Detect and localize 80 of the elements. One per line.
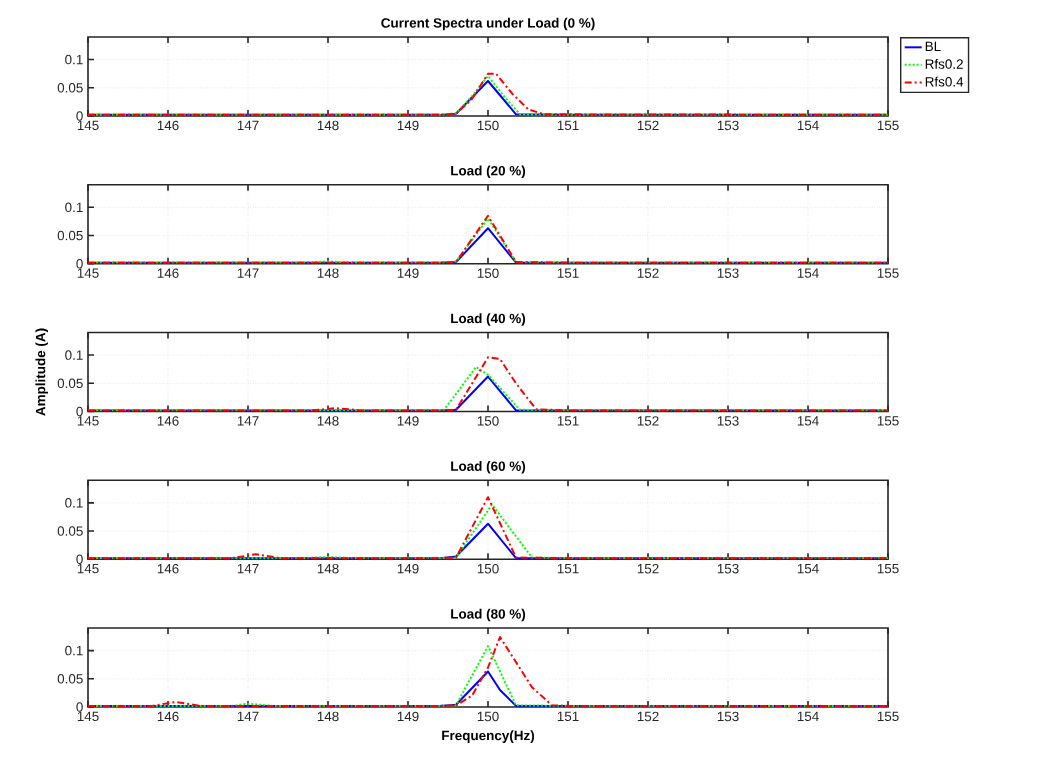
x-tick-label: 150 (477, 416, 499, 426)
y-tick-label: 0 (76, 406, 83, 417)
x-tick-label: 147 (237, 268, 259, 278)
y-axis-title: Amplitude (A) (35, 328, 48, 416)
y-tick-label: 0 (76, 554, 83, 565)
x-tick-label: 149 (397, 416, 419, 426)
y-tick-label: 0.1 (65, 54, 83, 65)
x-tick-label: 147 (237, 120, 259, 130)
x-tick-label: 154 (797, 711, 819, 722)
x-tick-label: 148 (317, 268, 339, 278)
x-tick-label: 152 (637, 120, 659, 131)
x-tick-label: 146 (157, 711, 179, 722)
x-tick-label: 154 (797, 563, 819, 574)
x-tick-label: 155 (877, 563, 899, 574)
chart-title: Load (60 %) (451, 461, 526, 474)
x-tick-label: 153 (717, 120, 739, 131)
legend-label: Rfs0.4 (925, 76, 964, 87)
x-tick-label: 152 (637, 268, 659, 278)
x-tick-label: 147 (237, 563, 259, 574)
x-tick-label: 153 (717, 711, 739, 722)
x-tick-label: 152 (637, 563, 659, 574)
x-tick-label: 151 (557, 563, 579, 574)
y-tick-label: 0 (76, 258, 83, 269)
x-tick-label: 152 (637, 416, 659, 426)
y-tick-label: 0 (76, 702, 83, 712)
x-tick-label: 150 (477, 711, 499, 722)
y-tick-label: 0.05 (57, 674, 83, 684)
y-tick-label: 0 (76, 111, 83, 121)
y-tick-label: 0.05 (57, 83, 83, 93)
y-tick-label: 0.05 (57, 230, 83, 241)
x-tick-label: 149 (397, 268, 419, 278)
x-tick-label: 145 (77, 711, 99, 722)
x-tick-label: 150 (477, 563, 499, 574)
x-tick-label: 147 (237, 711, 259, 721)
legend-label: Rfs0.2 (925, 58, 963, 69)
x-tick-label: 152 (637, 711, 659, 722)
x-tick-label: 154 (797, 120, 819, 131)
x-tick-label: 146 (157, 268, 179, 278)
y-tick-label: 0.1 (65, 350, 83, 360)
x-tick-label: 146 (157, 120, 179, 131)
x-tick-label: 151 (557, 416, 579, 426)
chart-title: Current Spectra under Load (0 %) (381, 17, 595, 31)
x-tick-label: 153 (717, 563, 739, 574)
x-tick-label: 148 (317, 711, 339, 722)
x-tick-label: 150 (477, 120, 499, 131)
legend-label: BL (925, 41, 941, 51)
x-tick-label: 154 (797, 268, 819, 278)
y-tick-label: 0.05 (57, 378, 83, 389)
x-tick-label: 155 (877, 711, 899, 722)
x-tick-label: 145 (77, 120, 99, 131)
chart-title: Load (80 %) (451, 608, 526, 622)
y-tick-label: 0.05 (57, 526, 83, 536)
x-tick-label: 150 (477, 268, 499, 278)
x-tick-label: 155 (877, 268, 899, 278)
y-tick-label: 0.1 (65, 645, 83, 656)
x-tick-label: 153 (717, 268, 739, 278)
x-tick-label: 151 (557, 120, 579, 131)
x-tick-label: 145 (77, 563, 99, 574)
x-tick-label: 155 (877, 416, 899, 426)
y-tick-label: 0.1 (65, 498, 83, 508)
x-tick-label: 146 (157, 563, 179, 574)
x-tick-label: 149 (397, 711, 419, 722)
x-axis-title: Frequency(Hz) (442, 730, 535, 743)
y-tick-label: 0.1 (65, 202, 83, 213)
x-tick-label: 151 (557, 268, 579, 278)
x-tick-label: 148 (317, 416, 339, 426)
chart-title: Load (40 %) (451, 313, 526, 326)
x-tick-label: 155 (877, 120, 899, 131)
x-tick-label: 153 (717, 416, 739, 426)
x-tick-label: 154 (797, 416, 819, 426)
x-tick-label: 147 (237, 416, 259, 426)
x-tick-label: 149 (397, 563, 419, 574)
x-tick-label: 145 (77, 268, 99, 278)
x-tick-label: 149 (397, 120, 419, 131)
x-tick-label: 148 (317, 563, 339, 574)
x-tick-label: 148 (317, 120, 339, 131)
x-tick-label: 146 (157, 416, 179, 426)
x-tick-label: 145 (77, 416, 99, 426)
chart-title: Load (20 %) (451, 165, 526, 179)
x-tick-label: 151 (557, 711, 579, 722)
